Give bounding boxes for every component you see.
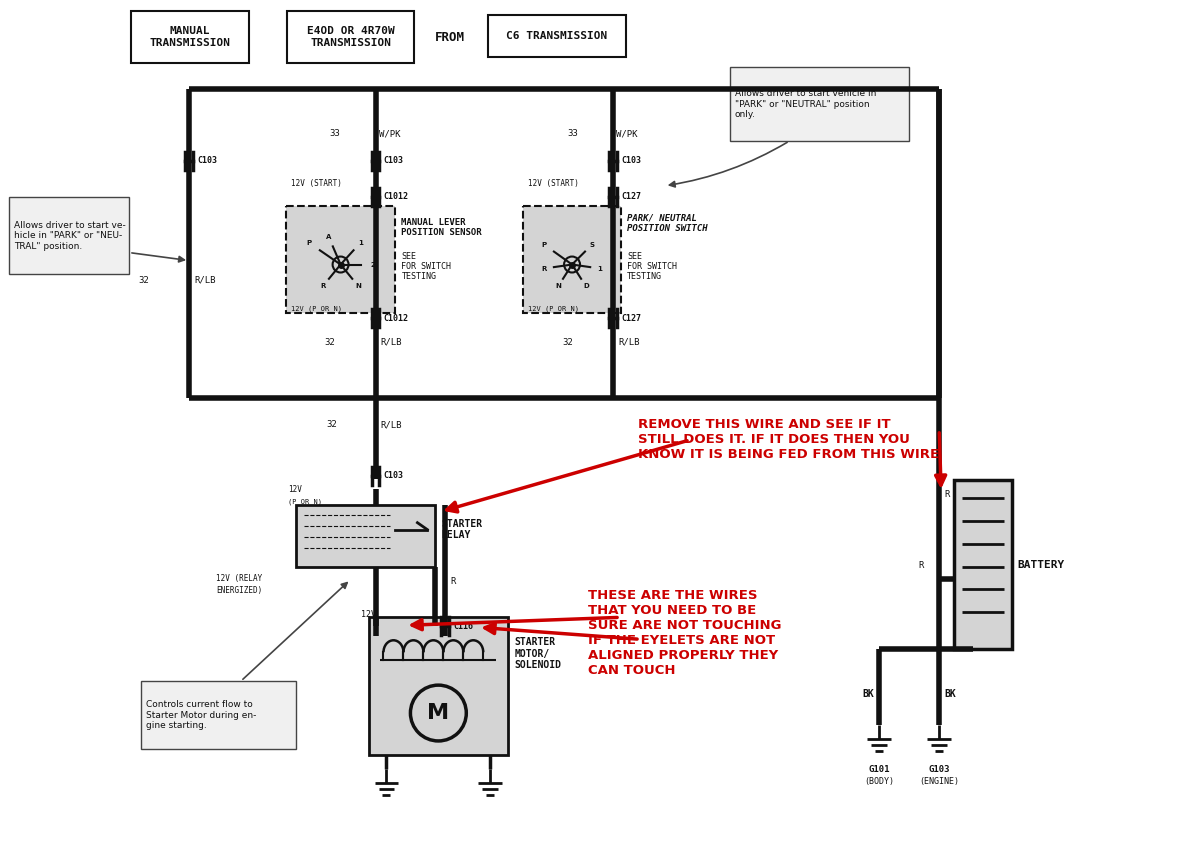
Text: 1: 1 [358, 239, 363, 245]
Text: R: R [944, 491, 950, 499]
Bar [141, 681, 296, 749]
Text: 32: 32 [562, 338, 573, 347]
Bar [9, 197, 129, 274]
Bar [523, 206, 620, 313]
Text: REMOVE THIS WIRE AND SEE IF IT
STILL DOES IT. IF IT DOES THEN YOU
KNOW IT IS BEI: REMOVE THIS WIRE AND SEE IF IT STILL DOE… [638, 418, 939, 461]
Text: P: P [307, 239, 311, 245]
Text: SEE
FOR SWITCH
TESTING: SEE FOR SWITCH TESTING [626, 251, 677, 282]
Text: P: P [541, 242, 547, 248]
Text: E4OD OR 4R70W
TRANSMISSION: E4OD OR 4R70W TRANSMISSION [307, 26, 394, 48]
Text: C103: C103 [384, 157, 404, 165]
Text: S: S [590, 242, 594, 248]
Text: R: R [919, 561, 925, 570]
Text: R/LB: R/LB [194, 276, 215, 285]
Bar [488, 15, 626, 58]
Text: C103: C103 [197, 157, 217, 165]
Text: C1012: C1012 [384, 192, 408, 201]
Text: N: N [355, 283, 361, 289]
Text: ENERGIZED): ENERGIZED) [215, 586, 262, 595]
Text: 12V: 12V [361, 610, 375, 619]
Text: W/PK: W/PK [379, 129, 400, 139]
Text: C116: C116 [453, 622, 474, 631]
Text: (P OR N): (P OR N) [288, 498, 322, 505]
Text: 12V (START): 12V (START) [291, 179, 341, 189]
Text: R/LB: R/LB [380, 420, 403, 430]
Text: 1: 1 [598, 266, 603, 272]
Text: R/LB: R/LB [380, 338, 403, 347]
Text: SEE
FOR SWITCH
TESTING: SEE FOR SWITCH TESTING [401, 251, 451, 282]
Text: R: R [320, 283, 326, 289]
Text: 32: 32 [327, 420, 337, 430]
Text: THESE ARE THE WIRES
THAT YOU NEED TO BE
SURE ARE NOT TOUCHING
IF THE EYELETS ARE: THESE ARE THE WIRES THAT YOU NEED TO BE … [588, 590, 781, 678]
Text: M: M [427, 703, 450, 723]
Text: 12V: 12V [288, 486, 302, 494]
Text: R: R [541, 266, 547, 272]
Text: C6 TRANSMISSION: C6 TRANSMISSION [507, 31, 607, 41]
Bar [296, 505, 436, 567]
Bar [131, 11, 249, 63]
Text: 12V (START): 12V (START) [528, 179, 579, 189]
Text: C103: C103 [384, 471, 404, 481]
Bar [954, 480, 1012, 649]
Text: C127: C127 [620, 192, 641, 201]
Text: C103: C103 [620, 157, 641, 165]
Text: Allows driver to start ve-
hicle in "PARK" or "NEU-
TRAL" position.: Allows driver to start ve- hicle in "PAR… [14, 221, 127, 250]
Bar [285, 206, 395, 313]
Text: BK: BK [863, 689, 874, 699]
Text: STARTER
RELAY: STARTER RELAY [442, 519, 482, 541]
Text: 12V (P OR N): 12V (P OR N) [291, 305, 342, 311]
Text: PARK/ NEUTRAL
POSITION SWITCH: PARK/ NEUTRAL POSITION SWITCH [626, 214, 708, 233]
Text: 2: 2 [371, 261, 375, 267]
Text: MANUAL LEVER
POSITION SENSOR: MANUAL LEVER POSITION SENSOR [401, 217, 482, 237]
Text: W/PK: W/PK [616, 129, 637, 139]
Text: BK: BK [944, 689, 955, 699]
Text: Controls current flow to
Starter Motor during en-
gine starting.: Controls current flow to Starter Motor d… [146, 700, 257, 730]
Text: G103: G103 [928, 765, 950, 774]
Text: 32: 32 [324, 338, 335, 347]
Text: 33: 33 [330, 129, 341, 139]
Text: 33: 33 [567, 129, 578, 139]
Text: G101: G101 [869, 765, 890, 774]
Text: D: D [584, 283, 588, 289]
Text: (BODY): (BODY) [864, 777, 894, 786]
Bar [368, 618, 508, 755]
Text: (ENGINE): (ENGINE) [919, 777, 959, 786]
Text: C127: C127 [620, 314, 641, 323]
Text: A: A [326, 233, 332, 239]
Text: R/LB: R/LB [618, 338, 639, 347]
Text: C1012: C1012 [384, 314, 408, 323]
Text: Allows driver to start vehicle in
"PARK" or "NEUTRAL" position
only.: Allows driver to start vehicle in "PARK"… [734, 89, 876, 119]
Bar [287, 11, 414, 63]
Text: 12V (P OR N): 12V (P OR N) [528, 305, 579, 311]
Text: MANUAL
TRANSMISSION: MANUAL TRANSMISSION [149, 26, 231, 48]
Text: 12V (RELAY: 12V (RELAY [215, 574, 262, 583]
Bar [729, 67, 909, 141]
Text: N: N [555, 283, 561, 289]
Text: STARTER
MOTOR/
SOLENOID: STARTER MOTOR/ SOLENOID [514, 637, 561, 671]
Text: FROM: FROM [436, 30, 465, 44]
Text: R: R [450, 577, 456, 586]
Text: BATTERY: BATTERY [1017, 559, 1064, 569]
Text: 32: 32 [139, 276, 149, 285]
